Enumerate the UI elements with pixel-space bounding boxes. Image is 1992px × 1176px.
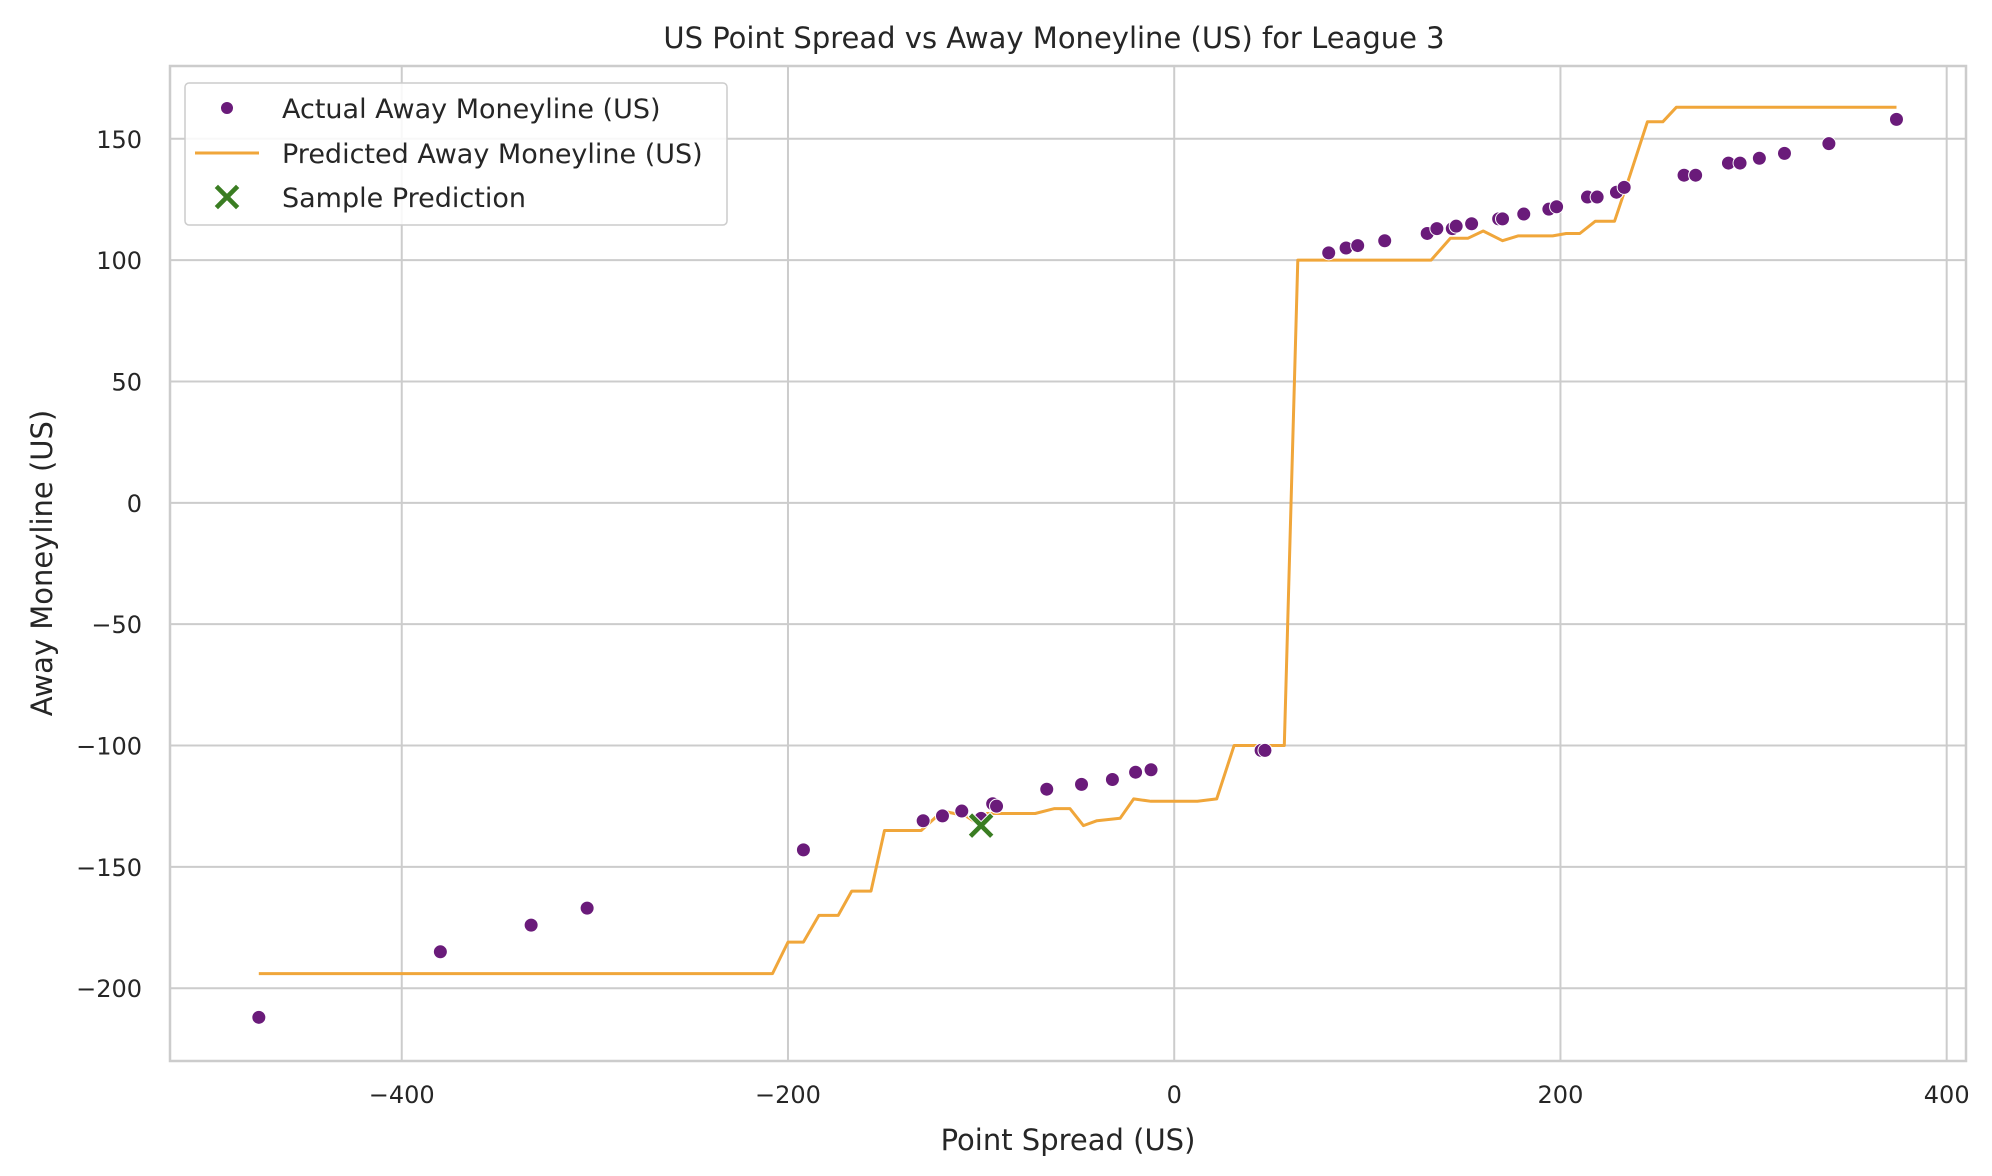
actual-point xyxy=(1888,111,1904,127)
actual-point xyxy=(1732,155,1748,171)
y-tick-label: −50 xyxy=(91,611,142,639)
x-tick-label: −400 xyxy=(369,1081,435,1109)
y-axis: −200 −150 −100 −50 0 50 100 150 xyxy=(76,126,142,1003)
actual-point xyxy=(1688,167,1704,183)
actual-point xyxy=(1549,199,1565,215)
actual-point xyxy=(432,944,448,960)
y-tick-label: 0 xyxy=(127,490,142,518)
actual-point xyxy=(1039,781,1055,797)
actual-point xyxy=(1350,238,1366,254)
actual-point xyxy=(579,900,595,916)
y-tick-label: 50 xyxy=(111,368,142,396)
y-tick-label: −150 xyxy=(76,854,142,882)
actual-point xyxy=(1589,189,1605,205)
plot-frame xyxy=(168,64,1968,1063)
grid xyxy=(170,66,1966,1061)
sample-prediction-marker xyxy=(967,811,995,840)
legend-marker-actual xyxy=(220,101,234,115)
legend-label-predicted: Predicted Away Moneyline (US) xyxy=(282,139,703,170)
x-tick-label: −200 xyxy=(755,1081,821,1109)
x-tick-label: 200 xyxy=(1538,1081,1584,1109)
y-tick-label: −100 xyxy=(76,733,142,761)
x-tick-label: 400 xyxy=(1924,1081,1970,1109)
actual-point xyxy=(1128,764,1144,780)
y-tick-label: 150 xyxy=(96,126,142,154)
actual-point xyxy=(1448,218,1464,234)
actual-point xyxy=(1495,211,1511,227)
x-tick-label: 0 xyxy=(1167,1081,1182,1109)
actual-point xyxy=(1257,742,1273,758)
series xyxy=(251,105,1904,1025)
actual-point xyxy=(1377,233,1393,249)
actual-point xyxy=(1776,145,1792,161)
actual-point xyxy=(954,803,970,819)
actual-point xyxy=(1821,136,1837,152)
actual-point xyxy=(795,842,811,858)
actual-point xyxy=(1516,206,1532,222)
actual-point xyxy=(523,917,539,933)
x-axis: −400 −200 0 200 400 xyxy=(369,1081,1970,1109)
legend-label-actual: Actual Away Moneyline (US) xyxy=(282,94,661,125)
actual-point xyxy=(915,813,931,829)
actual-point xyxy=(1429,221,1445,237)
y-tick-label: −200 xyxy=(76,975,142,1003)
actual-point xyxy=(1074,776,1090,792)
legend: Actual Away Moneyline (US) Predicted Awa… xyxy=(184,82,728,226)
actual-point xyxy=(1616,179,1632,195)
actual-point xyxy=(989,798,1005,814)
chart-title: US Point Spread vs Away Moneyline (US) f… xyxy=(663,21,1444,55)
legend-marker-sample xyxy=(213,183,241,211)
actual-point xyxy=(1464,216,1480,232)
legend-label-sample: Sample Prediction xyxy=(282,183,526,214)
actual-point xyxy=(1104,771,1120,787)
actual-point xyxy=(251,1009,267,1025)
x-axis-label: Point Spread (US) xyxy=(941,1123,1196,1157)
y-tick-label: 100 xyxy=(96,247,142,275)
legend-box xyxy=(184,82,728,226)
actual-point xyxy=(1321,245,1337,261)
actual-point xyxy=(1143,762,1159,778)
actual-point xyxy=(934,808,950,824)
predicted-line xyxy=(258,105,1897,976)
y-axis-label: Away Moneyline (US) xyxy=(25,410,59,717)
actual-point xyxy=(1751,150,1767,166)
